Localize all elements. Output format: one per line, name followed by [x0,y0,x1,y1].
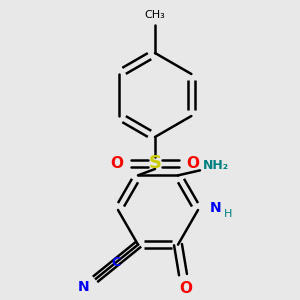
Text: H: H [224,209,232,219]
Text: O: O [179,281,193,296]
Text: C: C [111,256,121,269]
Text: N: N [210,201,222,215]
Text: CH₃: CH₃ [145,10,165,20]
Text: O: O [110,155,124,170]
Text: S: S [148,154,161,172]
Text: NH₂: NH₂ [203,159,229,172]
Text: N: N [78,280,90,294]
Text: O: O [187,155,200,170]
